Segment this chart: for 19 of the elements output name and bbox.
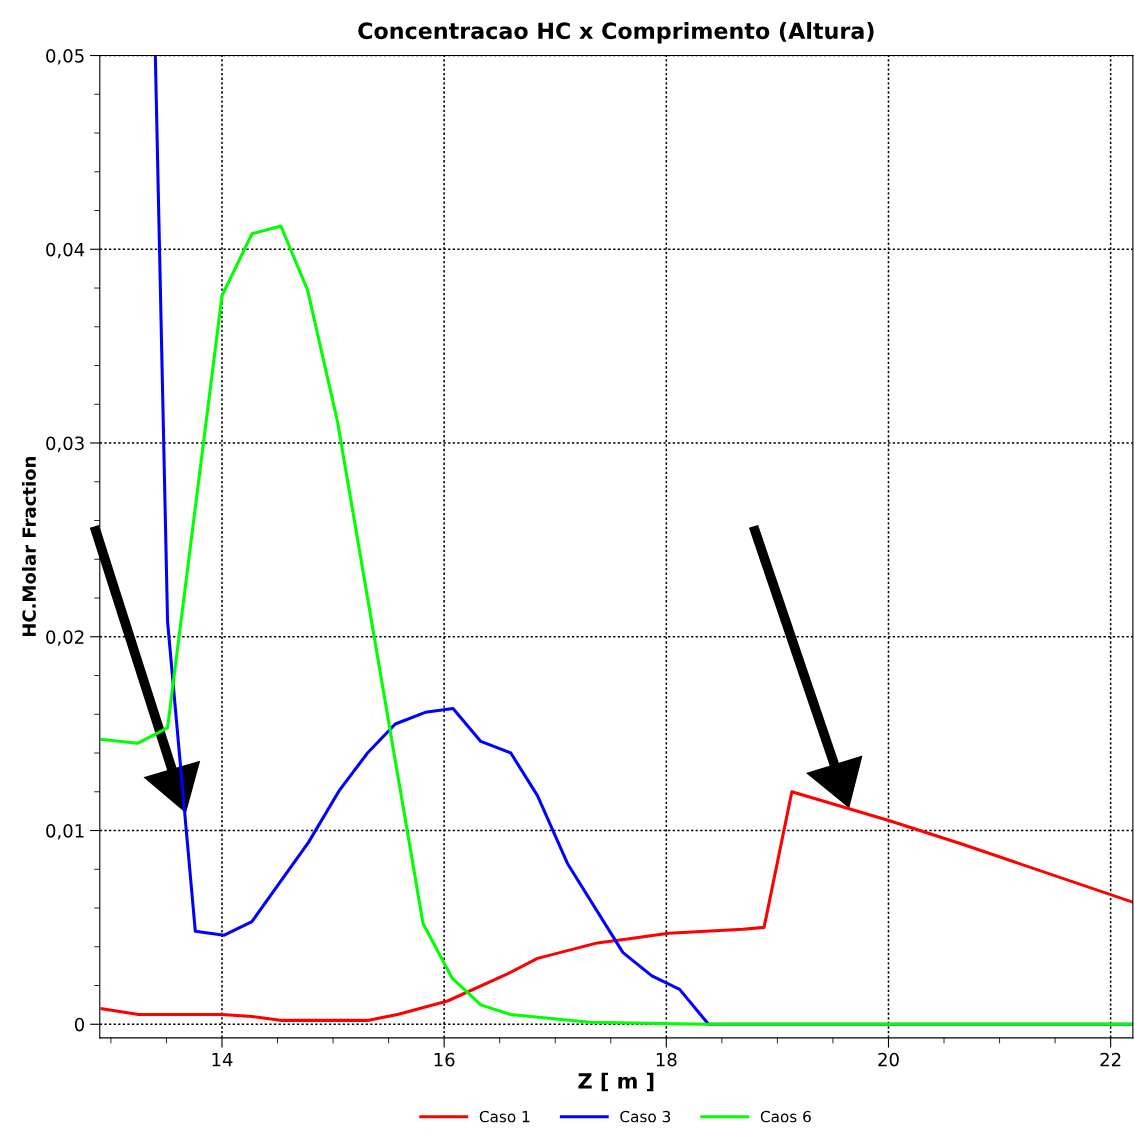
y-tick-label: 0,03 — [46, 436, 84, 452]
x-tick-label: 18 — [656, 1052, 677, 1067]
y-tick-label: 0,05 — [46, 48, 84, 65]
x-axis-title: Z [ m ] — [578, 1072, 654, 1092]
x-tick-label: 16 — [434, 1052, 455, 1067]
y-tick-label: 0,01 — [46, 823, 84, 840]
y-axis-title: HC.Molar Fraction — [21, 456, 36, 637]
x-tick-label: 20 — [878, 1052, 899, 1067]
x-tick-label: 22 — [1100, 1052, 1121, 1067]
chart-title: Concentracao HC x Comprimento (Altura) — [358, 21, 874, 44]
legend-label: Caso 1 — [479, 1110, 530, 1123]
legend-label: Caos 6 — [760, 1110, 811, 1123]
y-tick-label: 0,04 — [46, 242, 85, 259]
line-series — [100, 224, 1133, 1026]
legend-label: Caso 3 — [620, 1110, 671, 1123]
y-tick-label: 0 — [74, 1017, 85, 1032]
line-series — [100, 790, 1133, 1022]
y-tick-label: 0,02 — [46, 630, 84, 646]
x-tick-label: 14 — [212, 1052, 233, 1067]
